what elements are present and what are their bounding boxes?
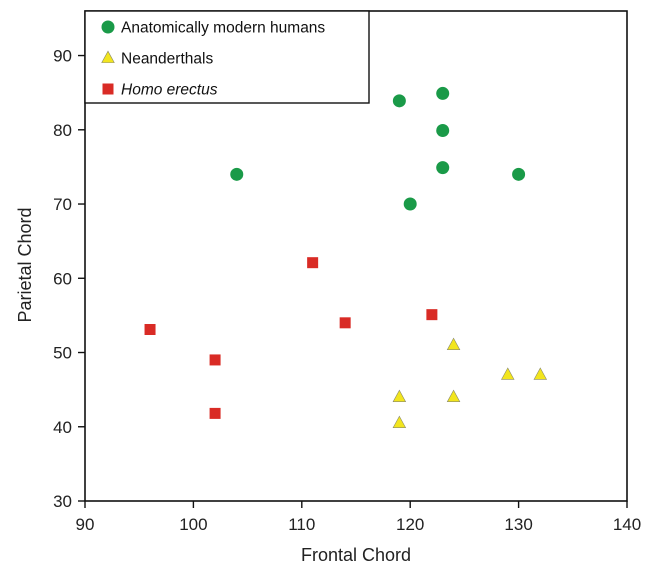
y-tick-label: 30 [53, 492, 72, 511]
legend-circle-icon [101, 20, 115, 34]
data-point-triangle-marker [392, 389, 407, 402]
y-tick-label: 80 [53, 121, 72, 140]
legend-square-icon [102, 83, 114, 95]
data-point-circle-marker [436, 124, 450, 138]
data-point-square-marker [144, 324, 156, 335]
x-tick-label: 130 [504, 515, 532, 534]
legend-triangle-icon [101, 50, 115, 63]
data-point-circle-marker [392, 94, 406, 108]
data-point-square-marker [426, 309, 438, 321]
data-point-triangle-marker [446, 337, 461, 351]
data-point-square-marker [339, 317, 351, 329]
data-point-circle-marker [436, 86, 450, 100]
y-tick-label: 50 [53, 344, 72, 363]
legend-label: Homo erectus [121, 82, 218, 99]
y-tick-label: 60 [53, 269, 72, 288]
data-point-triangle-marker [533, 367, 548, 380]
data-point-circle-marker [403, 197, 417, 211]
data-point-triangle-marker [501, 367, 515, 380]
x-tick-label: 100 [179, 515, 207, 534]
data-point-triangle-marker [392, 415, 407, 428]
legend-label: Neanderthals [121, 51, 213, 68]
legend-label: Anatomically modern humans [121, 20, 325, 37]
data-point-square-marker [209, 354, 221, 366]
data-point-triangle-marker [446, 389, 461, 402]
x-tick-label: 120 [396, 515, 424, 534]
y-axis: 30 40 50 60 70 80 90 [53, 47, 85, 511]
y-axis-title: Parietal Chord [15, 207, 35, 322]
data-point-circle-marker [436, 161, 450, 175]
legend-box [84, 10, 370, 104]
data-point-square-marker [209, 407, 221, 419]
data-point-square-marker [307, 257, 319, 269]
y-tick-label: 90 [53, 47, 72, 66]
x-axis: 90 100 110 120 130 140 [76, 501, 641, 534]
x-tick-label: 90 [76, 515, 95, 534]
data-point-circle-marker [512, 167, 526, 181]
legend: Anatomically modern humans Neanderthals Ho… [84, 10, 370, 104]
x-tick-label: 110 [288, 515, 315, 534]
x-axis-title: Frontal Chord [301, 545, 411, 565]
x-tick-label: 140 [613, 515, 641, 534]
y-tick-label: 40 [53, 418, 72, 437]
data-point-circle-marker [230, 167, 244, 181]
data-points [144, 72, 548, 428]
y-tick-label: 70 [53, 195, 72, 214]
